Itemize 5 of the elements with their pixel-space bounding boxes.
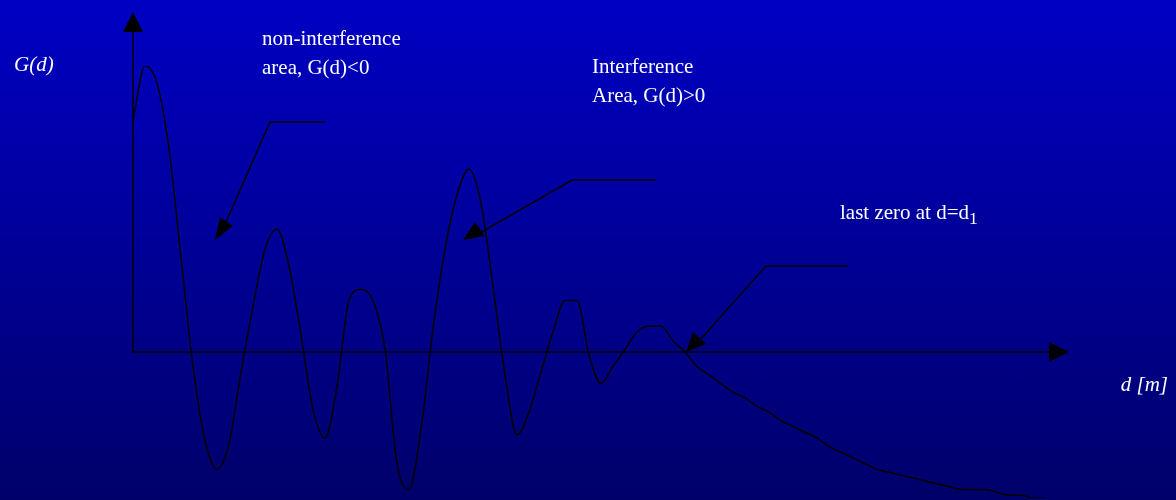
annotation: non-interference area, G(d)<0: [262, 25, 402, 81]
annotation: Interference Area, G(d)>0: [592, 53, 707, 109]
x-axis-title: d [m]: [1120, 371, 1168, 398]
y-axis-title: G(d): [14, 51, 54, 78]
annotation: last zero at d=d$_{1}$: [840, 199, 978, 231]
